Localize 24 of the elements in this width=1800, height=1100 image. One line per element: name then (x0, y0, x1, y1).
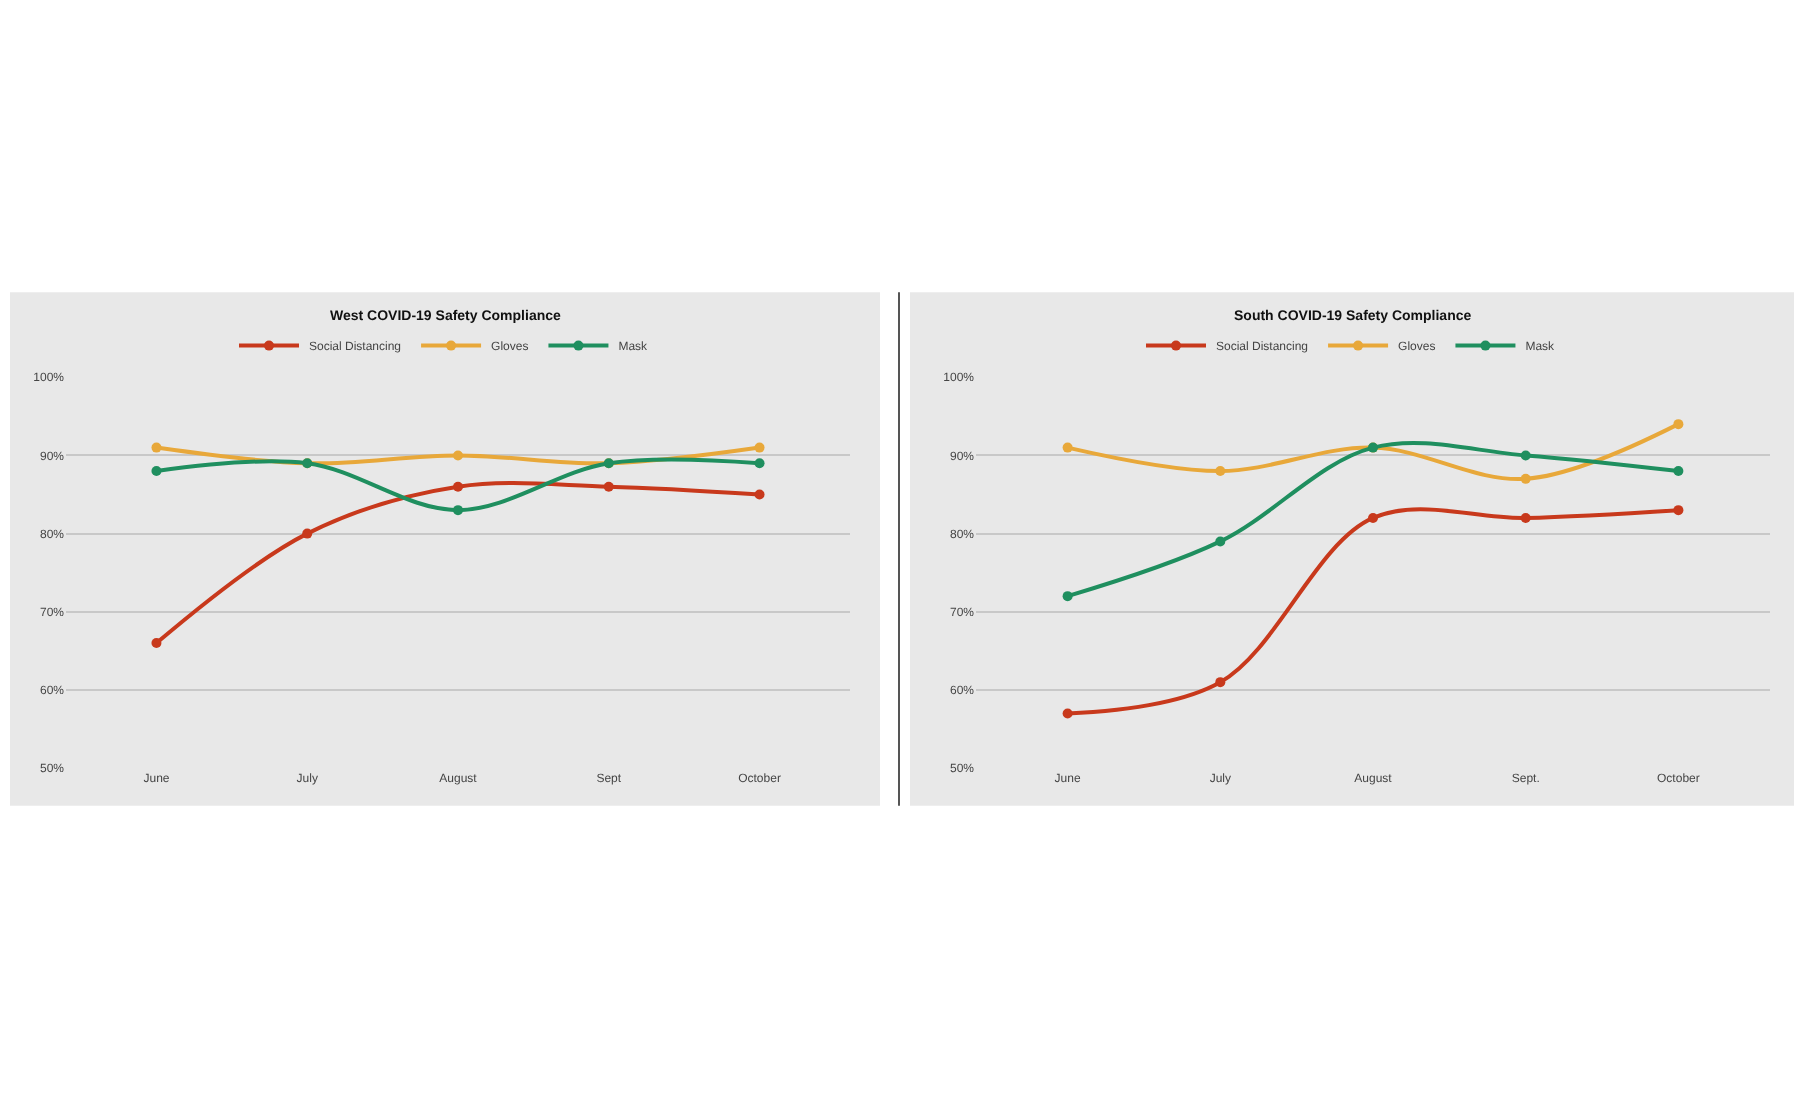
point (754, 442, 765, 453)
point (1673, 466, 1684, 477)
point (151, 442, 162, 453)
point (1215, 466, 1226, 477)
point (1673, 505, 1684, 516)
point (453, 481, 463, 492)
point (1520, 512, 1531, 523)
point (1520, 473, 1531, 484)
point (1215, 677, 1226, 688)
point (453, 450, 463, 461)
point (1062, 591, 1073, 602)
point (151, 466, 162, 477)
point (151, 638, 162, 649)
point (1520, 450, 1531, 461)
point (754, 489, 765, 500)
point (1368, 512, 1378, 523)
point (1062, 708, 1073, 719)
point (754, 458, 765, 469)
point (1215, 536, 1226, 547)
point (1673, 419, 1684, 430)
point (1062, 442, 1073, 453)
point (603, 481, 614, 492)
point (453, 505, 463, 516)
point (302, 528, 313, 539)
